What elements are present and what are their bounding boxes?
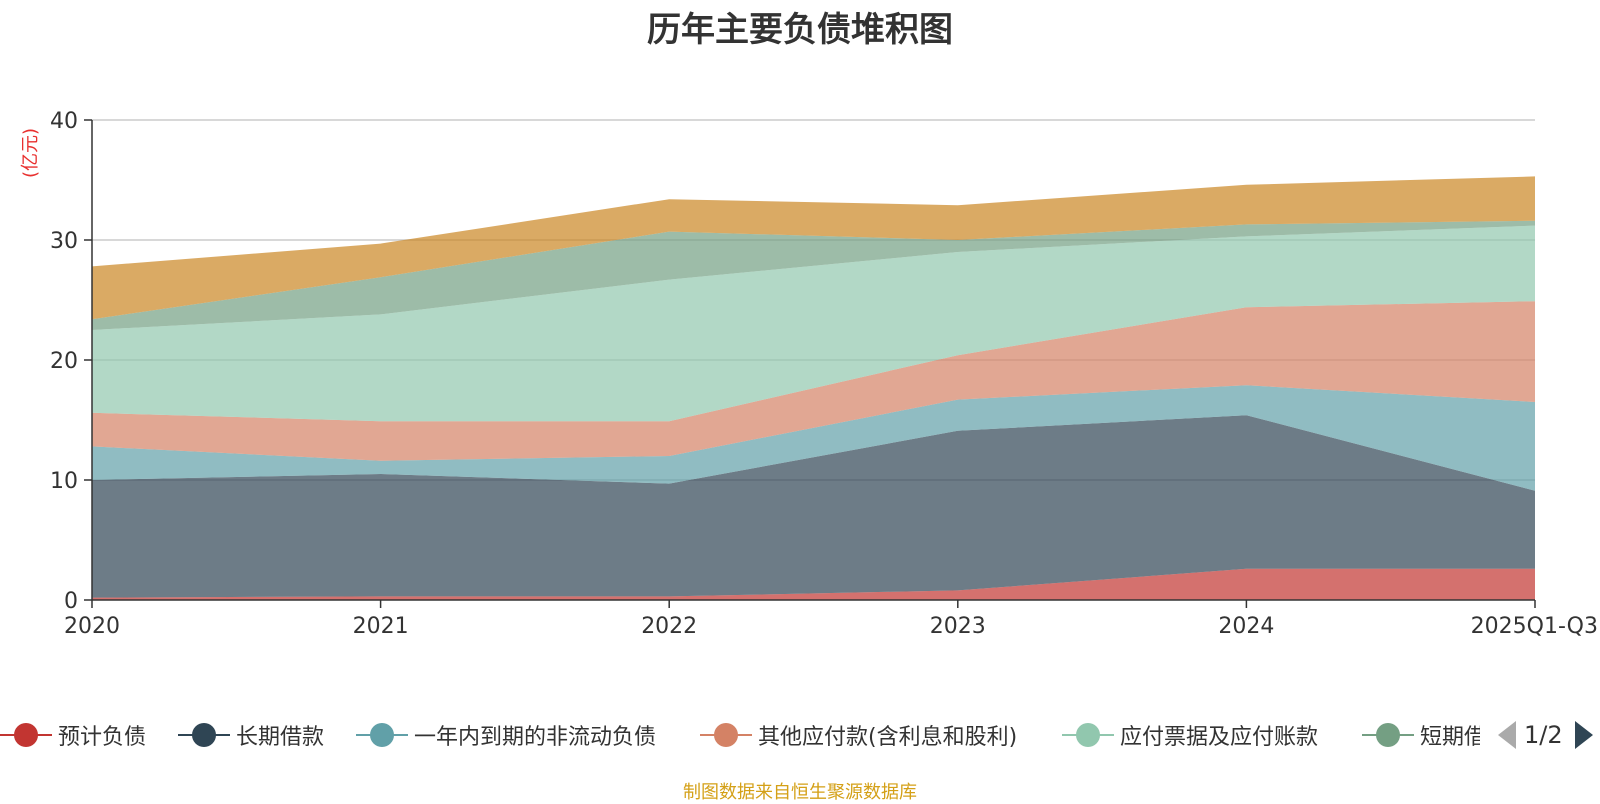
legend-item-label: 短期借 [1420,725,1480,750]
stacked-area-chart: 0 10 20 30 40 2020 2021 2022 2023 2024 2025Q1-Q3 [50,109,1598,639]
legend-item[interactable]: 一年内到期的非流动负债 [356,705,656,765]
y-tick-label: 20 [50,349,78,374]
legend: 预计负债 长期借款 一年内到期的非流动负债 其他应付款(含利息和股利) 应付票据及应付账… [0,705,1600,765]
legend-item[interactable]: 短期借 [1362,705,1480,765]
legend-marker-icon [0,720,52,750]
x-tick-label: 2021 [353,614,409,639]
legend-item[interactable]: 长期借款 [178,705,324,765]
legend-item-label: 其他应付款(含利息和股利) [758,725,1018,750]
y-tick-label: 10 [50,469,78,494]
x-tick-label: 2020 [64,614,120,639]
legend-item-label: 应付票据及应付账款 [1120,725,1319,750]
legend-item-label: 一年内到期的非流动负债 [414,725,657,750]
legend-marker-icon [178,720,230,750]
legend-prev-page-icon[interactable] [1498,721,1516,749]
area-series-短期借款[interactable] [92,220,1535,330]
legend-item[interactable]: 应付票据及应付账款 [1062,705,1318,765]
legend-item[interactable]: 预计负债 [0,705,146,765]
legend-items-viewport: 预计负债 长期借款 一年内到期的非流动负债 其他应付款(含利息和股利) 应付票据及应付账… [0,705,1480,765]
area-series-layer [92,176,1535,600]
legend-item-label: 长期借款 [236,725,325,750]
y-tick-label: 30 [50,229,78,254]
area-series-其他负债[interactable] [92,176,1535,320]
x-tick-label: 2024 [1218,614,1274,639]
legend-marker-icon [700,720,752,750]
legend-marker-icon [356,720,408,750]
legend-marker-icon [1062,720,1114,750]
area-series-应付票据及应付账款[interactable] [92,225,1535,422]
legend-item[interactable]: 其他应付款(含利息和股利) [700,705,1017,765]
area-series-长期借款[interactable] [92,415,1535,598]
legend-next-page-icon[interactable] [1574,721,1593,749]
chart-title: 历年主要负债堆积图 [647,10,953,50]
y-tick-label: 0 [64,589,78,614]
x-tick-label: 2022 [641,614,697,639]
legend-item-label: 预计负债 [58,725,147,750]
legend-marker-icon [1362,720,1414,750]
axes: 0 10 20 30 40 2020 2021 2022 2023 2024 2025Q1-Q3 [50,109,1598,639]
source-note: 制图数据来自恒生聚源数据库 [683,782,917,803]
y-tick-label: 40 [50,109,78,134]
x-tick-label: 2025Q1-Q3 [1471,614,1598,639]
legend-pager: 1/2 [1498,705,1593,765]
area-series-预计负债[interactable] [92,568,1535,600]
x-tick-label: 2023 [930,614,986,639]
legend-page-indicator: 1/2 [1524,721,1563,749]
area-series-一年内到期的非流动负债[interactable] [92,385,1535,491]
area-series-其他应付款(含利息和股利)[interactable] [92,301,1535,461]
